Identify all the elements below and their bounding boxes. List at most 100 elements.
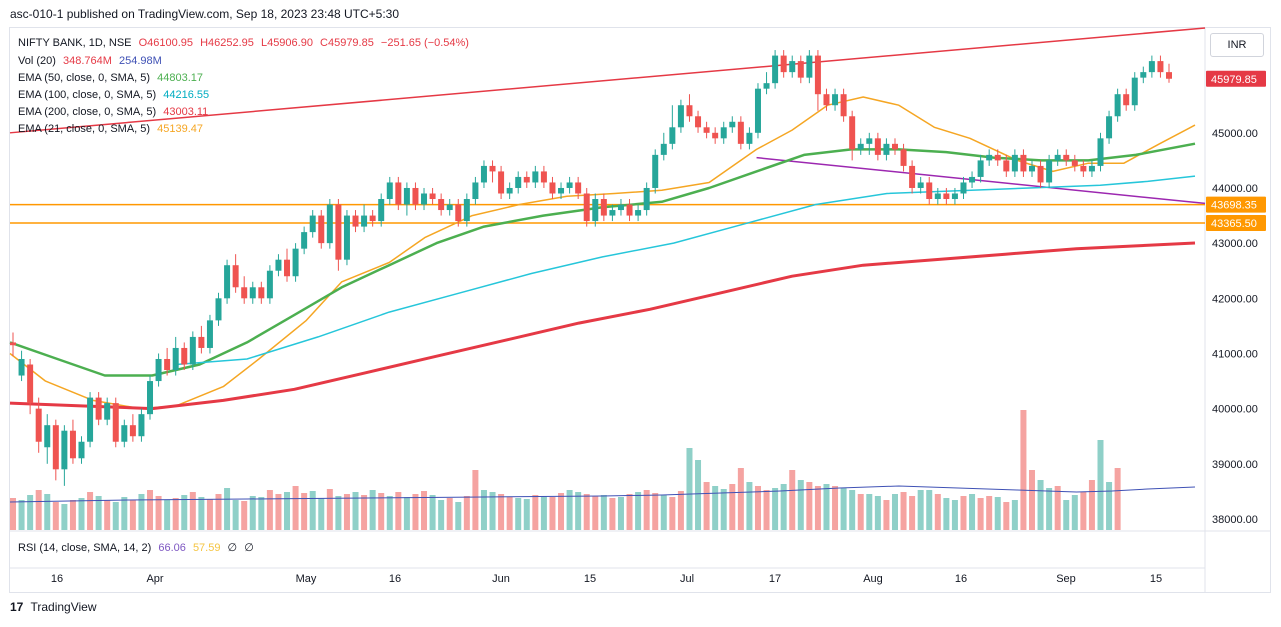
volume-bar xyxy=(814,486,821,530)
volume-bar xyxy=(600,495,607,530)
candle-body xyxy=(1003,160,1010,172)
candle-body xyxy=(695,116,702,128)
volume-bar xyxy=(104,500,111,530)
volume-bar xyxy=(266,490,273,530)
volume-bar xyxy=(1003,502,1010,530)
volume-bar xyxy=(1106,482,1113,530)
footer-brand: 17 TradingView xyxy=(10,600,97,614)
candle-body xyxy=(35,408,42,442)
volume-bar xyxy=(343,494,350,530)
legend-ema21-value: 45139.47 xyxy=(157,123,204,135)
candle-body xyxy=(138,414,145,437)
y-tick-label: 40000.00 xyxy=(1212,404,1258,416)
volume-bar xyxy=(129,500,136,530)
candle-body xyxy=(395,182,402,205)
legend-ema100-label: EMA (100, close, 0, SMA, 5) xyxy=(18,89,157,101)
volume-bar xyxy=(866,494,873,530)
candle-body xyxy=(189,336,196,365)
candle-body xyxy=(284,259,291,277)
volume-bar xyxy=(695,460,702,530)
legend-ohlc: NIFTY BANK, 1D, NSE O46100.95 H46252.95 … xyxy=(18,36,469,50)
volume-bar xyxy=(566,490,573,530)
candle-body xyxy=(129,425,136,437)
volume-bar xyxy=(10,498,16,530)
volume-bar xyxy=(506,497,513,530)
candle-body xyxy=(840,94,847,117)
candle-body xyxy=(617,204,624,211)
y-tick-label: 45000.00 xyxy=(1212,128,1258,140)
volume-bar xyxy=(703,482,710,530)
candle-body xyxy=(797,61,804,78)
candle-body xyxy=(960,182,967,194)
volume-bar xyxy=(292,486,299,530)
candle-body xyxy=(746,132,753,144)
legend-vol-value: 348.764M xyxy=(62,55,112,67)
volume-bar xyxy=(1088,480,1095,530)
candle-body xyxy=(1037,165,1044,183)
candle-body xyxy=(309,215,316,233)
volume-bar xyxy=(1071,495,1078,530)
candle-body xyxy=(87,397,94,442)
candle-body xyxy=(1071,160,1078,166)
volume-bar xyxy=(181,495,188,530)
candle-body xyxy=(917,182,924,188)
candle-body xyxy=(232,265,239,288)
volume-bar xyxy=(900,492,907,530)
volume-bar xyxy=(986,496,993,530)
candle-body xyxy=(900,149,907,166)
candle-body xyxy=(241,287,248,299)
candle-body xyxy=(361,215,368,227)
volume-bar xyxy=(395,492,402,530)
candle-body xyxy=(1011,154,1018,172)
candle-body xyxy=(52,425,59,470)
candle-body xyxy=(712,132,719,139)
volume-bar xyxy=(823,484,830,530)
legend-rsi-value: 66.06 xyxy=(158,542,186,554)
candle-body xyxy=(446,204,453,211)
candle-body xyxy=(378,199,385,222)
candle-body xyxy=(95,397,102,420)
volume-bar xyxy=(249,496,256,530)
candle-body xyxy=(44,425,51,448)
volume-bar xyxy=(361,495,368,530)
x-tick-label: Jun xyxy=(492,573,510,585)
publish-bar: asc-010-1 published on TradingView.com, … xyxy=(0,0,1281,27)
candle-body xyxy=(498,171,505,194)
volume-bar xyxy=(926,490,933,530)
legend-ema200-label: EMA (200, close, 0, SMA, 5) xyxy=(18,106,157,118)
legend-ema50-value: 44803.17 xyxy=(157,72,204,84)
volume-ma-line xyxy=(9,485,1196,503)
volume-bar xyxy=(1063,500,1070,530)
volume-bar xyxy=(1020,410,1027,530)
candle-body xyxy=(969,176,976,183)
volume-bar xyxy=(1037,480,1044,530)
volume-bar xyxy=(232,500,239,530)
currency-button[interactable]: INR xyxy=(1210,33,1264,57)
volume-bar xyxy=(523,499,530,530)
volume-bar xyxy=(206,499,213,530)
x-tick-label: May xyxy=(296,573,317,585)
volume-bar xyxy=(421,491,428,530)
volume-bar xyxy=(215,494,222,530)
volume-bar xyxy=(455,502,462,530)
price-label-box xyxy=(1206,70,1266,87)
volume-bar xyxy=(27,495,34,530)
legend-rsi-label: RSI (14, close, SMA, 14, 2) xyxy=(18,542,152,554)
legend-rsi-ma: 57.59 xyxy=(192,542,221,554)
candle-body xyxy=(27,364,34,404)
volume-bar xyxy=(224,488,231,530)
volume-bar xyxy=(1114,468,1121,530)
candle-body xyxy=(909,165,916,188)
legend-ema200-value: 43003.11 xyxy=(163,106,209,118)
candle-body xyxy=(198,336,205,348)
volume-bar xyxy=(797,480,804,530)
candle-body xyxy=(455,204,462,222)
volume-bar xyxy=(498,494,505,530)
candle-body xyxy=(540,171,547,183)
candle-body xyxy=(532,171,539,183)
volume-bar xyxy=(994,497,1001,530)
volume-bar xyxy=(720,489,727,530)
candle-body xyxy=(583,193,590,222)
volume-bar xyxy=(763,490,770,530)
